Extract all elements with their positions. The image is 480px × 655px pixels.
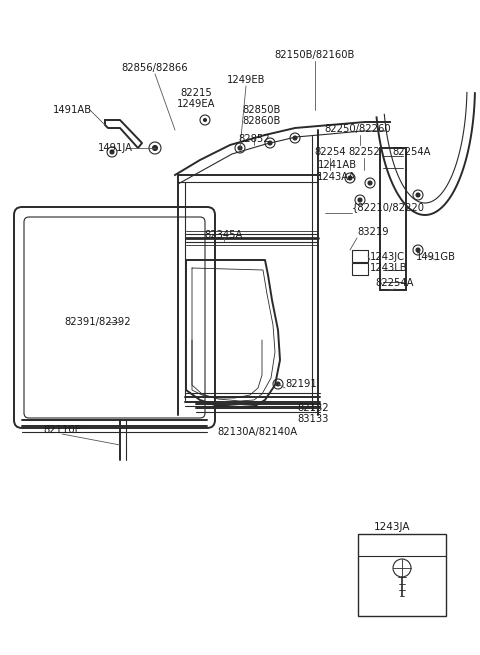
Text: 1491JA: 1491JA	[98, 143, 133, 153]
Text: 82254A: 82254A	[376, 278, 414, 288]
Text: 82132: 82132	[297, 403, 329, 413]
Text: 82860B: 82860B	[243, 116, 281, 126]
Text: 1243JA: 1243JA	[374, 522, 410, 532]
Text: 82850B: 82850B	[243, 105, 281, 115]
Bar	[352, 250, 368, 262]
Circle shape	[293, 136, 297, 140]
Text: 82252: 82252	[348, 147, 380, 157]
Text: 82852: 82852	[238, 134, 270, 144]
Text: {82210/82220: {82210/82220	[352, 202, 425, 212]
Circle shape	[368, 181, 372, 185]
Text: 82215: 82215	[180, 88, 212, 98]
Text: 1243JC: 1243JC	[370, 252, 405, 262]
Text: 82856/82866: 82856/82866	[122, 63, 188, 73]
Text: 83219: 83219	[357, 227, 389, 237]
Circle shape	[238, 146, 242, 150]
Bar	[380, 148, 406, 290]
Bar	[352, 263, 368, 275]
Text: 1249EA: 1249EA	[177, 99, 215, 109]
Text: 1243LB: 1243LB	[370, 263, 408, 273]
Text: 1491AB: 1491AB	[52, 105, 92, 115]
Circle shape	[110, 150, 114, 154]
Text: 1241AB: 1241AB	[317, 160, 357, 170]
Text: 82250/82260: 82250/82260	[324, 124, 391, 134]
Text: 82150B/82160B: 82150B/82160B	[275, 50, 355, 60]
Circle shape	[416, 248, 420, 252]
Text: 82110E: 82110E	[43, 425, 81, 435]
Circle shape	[358, 198, 362, 202]
Text: 1243AA: 1243AA	[317, 172, 357, 182]
Text: 82391/82392: 82391/82392	[64, 317, 131, 327]
Text: 83133: 83133	[297, 414, 328, 424]
Text: 1249EB: 1249EB	[227, 75, 265, 85]
Circle shape	[153, 145, 157, 151]
Circle shape	[204, 119, 206, 121]
Text: 82130A/82140A: 82130A/82140A	[217, 427, 297, 437]
Text: 82191: 82191	[285, 379, 317, 389]
Circle shape	[276, 382, 280, 386]
Circle shape	[348, 176, 352, 180]
Circle shape	[416, 193, 420, 197]
Text: 82254: 82254	[314, 147, 346, 157]
Circle shape	[268, 141, 272, 145]
Text: 82254A: 82254A	[393, 147, 431, 157]
Text: 82345A: 82345A	[205, 230, 243, 240]
Text: 1491GB: 1491GB	[416, 252, 456, 262]
Bar	[358, 534, 446, 616]
